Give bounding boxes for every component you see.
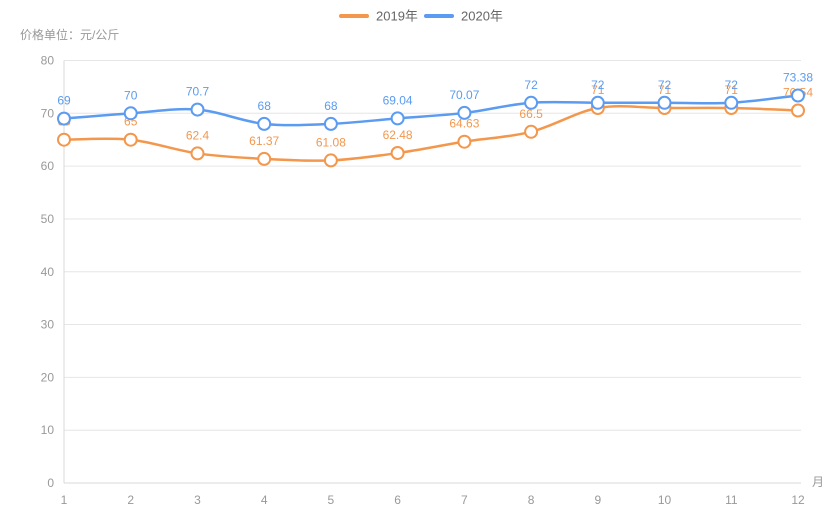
svg-text:11: 11 (725, 493, 738, 507)
svg-text:5: 5 (328, 493, 335, 507)
svg-text:10: 10 (41, 423, 55, 437)
svg-text:20: 20 (41, 370, 55, 384)
svg-text:10: 10 (658, 493, 672, 507)
svg-text:价格单位：元/公斤: 价格单位：元/公斤 (20, 27, 119, 42)
svg-text:61.08: 61.08 (316, 135, 346, 149)
svg-text:70.7: 70.7 (186, 85, 210, 99)
svg-text:8: 8 (528, 493, 535, 507)
svg-text:70.07: 70.07 (449, 88, 479, 102)
svg-text:40: 40 (41, 265, 55, 279)
svg-text:62.48: 62.48 (383, 128, 413, 142)
svg-text:72: 72 (591, 78, 605, 92)
svg-text:1: 1 (61, 493, 68, 507)
svg-text:2020年: 2020年 (461, 9, 503, 24)
svg-text:70: 70 (41, 106, 55, 120)
svg-text:月: 月 (812, 475, 824, 489)
svg-text:72: 72 (524, 78, 538, 92)
svg-text:69: 69 (57, 94, 71, 108)
svg-text:6: 6 (394, 493, 401, 507)
svg-text:2: 2 (127, 493, 134, 507)
svg-text:4: 4 (261, 493, 268, 507)
svg-text:72: 72 (725, 78, 739, 92)
svg-text:69.04: 69.04 (383, 93, 413, 107)
svg-text:9: 9 (594, 493, 601, 507)
svg-text:3: 3 (194, 493, 201, 507)
svg-text:61.37: 61.37 (249, 134, 279, 148)
svg-text:80: 80 (41, 54, 55, 68)
svg-text:7: 7 (461, 493, 468, 507)
svg-text:60: 60 (41, 159, 55, 173)
svg-text:30: 30 (41, 318, 55, 332)
svg-text:72: 72 (658, 78, 672, 92)
svg-text:70: 70 (124, 88, 138, 102)
svg-text:68: 68 (258, 99, 272, 113)
svg-text:0: 0 (47, 476, 54, 490)
svg-text:68: 68 (324, 99, 338, 113)
svg-text:12: 12 (791, 493, 805, 507)
svg-text:62.4: 62.4 (186, 128, 210, 142)
svg-text:50: 50 (41, 212, 55, 226)
svg-text:2019年: 2019年 (376, 9, 418, 24)
svg-text:73.38: 73.38 (783, 71, 813, 85)
